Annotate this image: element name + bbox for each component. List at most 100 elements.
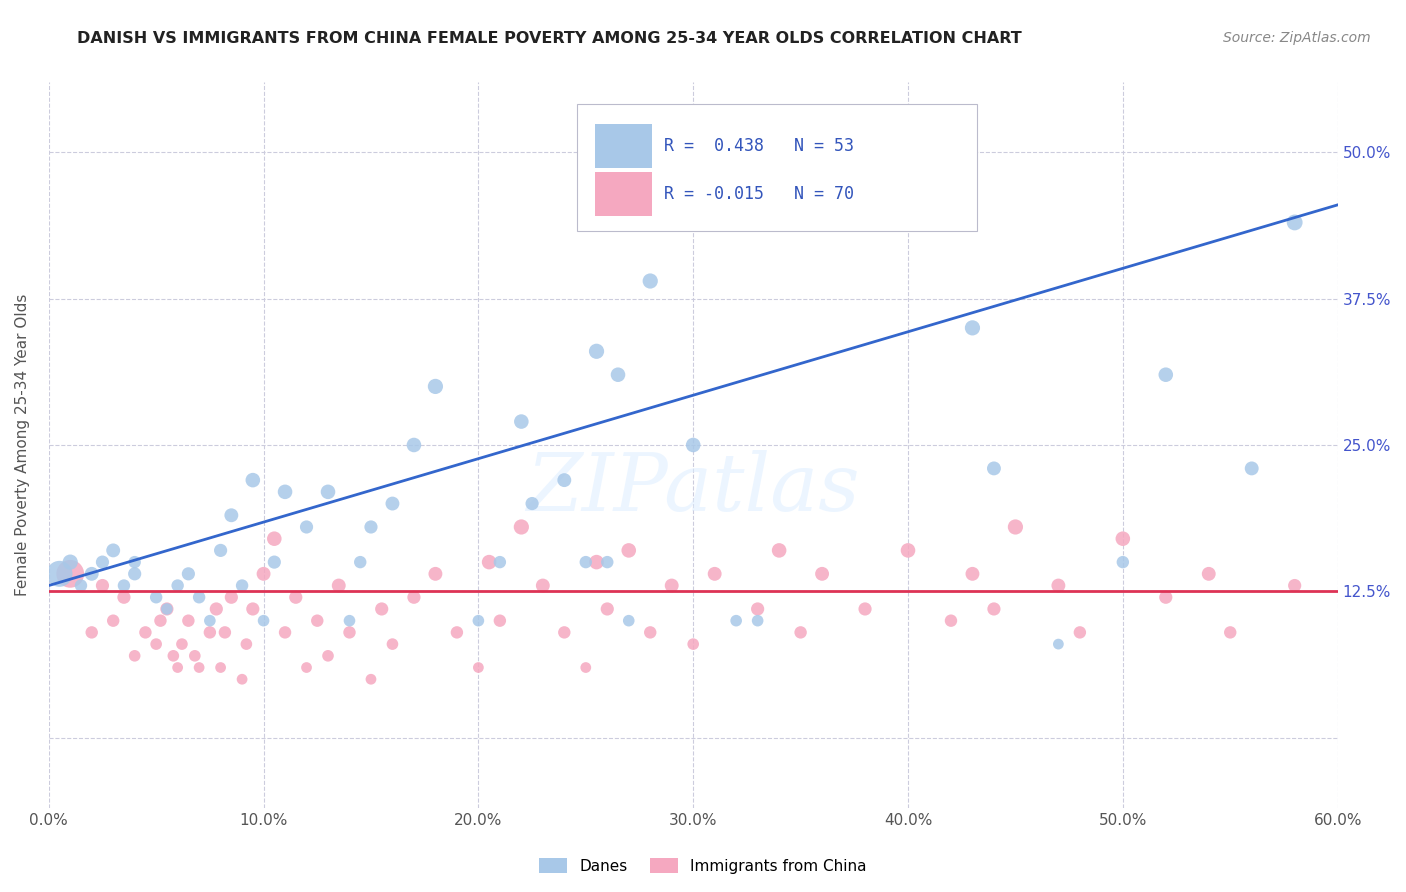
Point	[252, 566, 274, 581]
Point	[162, 648, 184, 663]
Text: DANISH VS IMMIGRANTS FROM CHINA FEMALE POVERTY AMONG 25-34 YEAR OLDS CORRELATION: DANISH VS IMMIGRANTS FROM CHINA FEMALE P…	[77, 31, 1022, 46]
Point	[467, 660, 489, 674]
Point	[531, 578, 554, 592]
Point	[124, 566, 146, 581]
Point	[263, 555, 285, 569]
Point	[205, 602, 228, 616]
Point	[166, 578, 188, 592]
Point	[596, 555, 619, 569]
Point	[553, 473, 575, 487]
Point	[747, 614, 769, 628]
Point	[242, 473, 264, 487]
Point	[370, 602, 392, 616]
Point	[638, 274, 661, 288]
Point	[962, 566, 984, 581]
Point	[585, 555, 607, 569]
Point	[134, 625, 156, 640]
Point	[170, 637, 193, 651]
Point	[177, 614, 200, 628]
Point	[231, 672, 253, 686]
Point	[1047, 578, 1070, 592]
Point	[235, 637, 257, 651]
Point	[252, 614, 274, 628]
Text: Source: ZipAtlas.com: Source: ZipAtlas.com	[1223, 31, 1371, 45]
Point	[575, 660, 598, 674]
Point	[1154, 591, 1177, 605]
Point	[70, 578, 93, 592]
Point	[381, 497, 404, 511]
Point	[156, 602, 179, 616]
Point	[263, 532, 285, 546]
Point	[198, 625, 221, 640]
Point	[596, 602, 619, 616]
Point	[214, 625, 236, 640]
Point	[360, 520, 382, 534]
Point	[1047, 637, 1070, 651]
Text: R = -0.015   N = 70: R = -0.015 N = 70	[664, 185, 853, 202]
Point	[124, 648, 146, 663]
Point	[112, 591, 135, 605]
Point	[789, 215, 811, 229]
FancyBboxPatch shape	[578, 103, 977, 231]
Point	[1240, 461, 1263, 475]
Point	[316, 648, 339, 663]
Point	[339, 614, 361, 628]
Point	[682, 637, 704, 651]
Point	[768, 543, 790, 558]
Point	[446, 625, 468, 640]
Point	[209, 660, 232, 674]
Point	[91, 555, 114, 569]
Point	[177, 566, 200, 581]
Point	[156, 602, 179, 616]
Point	[1112, 532, 1135, 546]
Point	[467, 614, 489, 628]
Point	[510, 520, 533, 534]
Point	[983, 461, 1005, 475]
Point	[725, 614, 748, 628]
Point	[188, 591, 211, 605]
Point	[1069, 625, 1091, 640]
Point	[124, 555, 146, 569]
FancyBboxPatch shape	[595, 124, 652, 169]
Point	[811, 203, 834, 218]
Point	[575, 555, 598, 569]
Point	[962, 321, 984, 335]
Point	[489, 614, 512, 628]
Point	[316, 484, 339, 499]
Point	[638, 625, 661, 640]
Point	[328, 578, 350, 592]
Text: R =  0.438   N = 53: R = 0.438 N = 53	[664, 136, 853, 154]
Point	[145, 637, 167, 651]
Point	[295, 520, 318, 534]
Text: ZIPatlas: ZIPatlas	[526, 450, 860, 527]
Point	[402, 591, 425, 605]
Point	[112, 578, 135, 592]
Point	[231, 578, 253, 592]
Point	[274, 625, 297, 640]
Point	[510, 415, 533, 429]
Point	[939, 614, 962, 628]
Point	[145, 591, 167, 605]
Point	[489, 555, 512, 569]
Point	[703, 566, 725, 581]
Point	[198, 614, 221, 628]
Point	[242, 602, 264, 616]
Point	[1004, 520, 1026, 534]
Point	[585, 344, 607, 359]
Point	[478, 555, 501, 569]
Point	[48, 566, 70, 581]
Point	[425, 379, 447, 393]
Point	[349, 555, 371, 569]
Point	[360, 672, 382, 686]
Point	[682, 438, 704, 452]
Point	[553, 625, 575, 640]
Point	[274, 484, 297, 499]
Point	[80, 625, 103, 640]
Point	[209, 543, 232, 558]
Point	[607, 368, 630, 382]
Point	[381, 637, 404, 651]
Point	[221, 591, 243, 605]
Point	[425, 566, 447, 581]
Point	[402, 438, 425, 452]
Point	[1112, 555, 1135, 569]
